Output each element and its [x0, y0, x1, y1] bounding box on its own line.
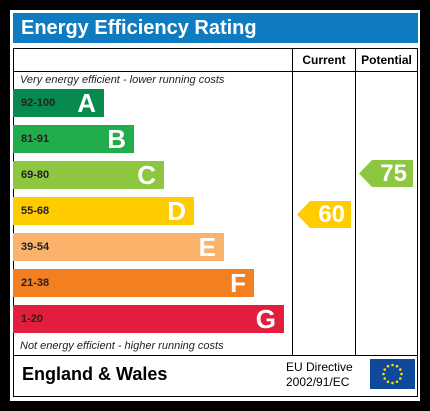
panel-title: Energy Efficiency Rating: [13, 13, 418, 43]
band-f: 21-38 F: [13, 269, 254, 297]
eu-star: [395, 364, 399, 368]
eu-star: [383, 368, 387, 371]
eu-star: [395, 380, 399, 384]
grid-bottom-line: [13, 355, 418, 356]
top-caption: Very energy efficient - lower running co…: [20, 74, 225, 86]
band-range: 39-54: [21, 241, 50, 253]
grid-col-divider-1: [292, 48, 293, 356]
grid-right-edge: [417, 48, 418, 397]
eu-stars-icon: [382, 363, 403, 385]
eu-star: [386, 364, 390, 368]
eu-directive-line1: EU Directive: [286, 360, 353, 374]
current-rating-arrow: 60: [297, 201, 351, 228]
band-letter: G: [255, 304, 276, 334]
band-range: 92-100: [21, 97, 56, 109]
region-label: England & Wales: [22, 364, 168, 384]
eu-star: [398, 377, 402, 380]
band-letter: E: [198, 232, 216, 262]
grid-header-line: [13, 71, 418, 72]
band-range: 81-91: [21, 133, 50, 145]
band-range: 21-38: [21, 277, 50, 289]
eu-directive-line2: 2002/91/EC: [286, 375, 350, 389]
band-letter: C: [137, 160, 156, 190]
grid-outer-bottom: [13, 396, 418, 397]
eu-directive-label: EU Directive 2002/91/EC: [286, 360, 353, 390]
eu-star: [391, 363, 394, 367]
eu-star: [386, 380, 390, 384]
potential-rating-arrow: 75: [359, 160, 413, 187]
band-range: 55-68: [21, 205, 50, 217]
band-b: 81-91 B: [13, 125, 134, 153]
eu-star: [391, 381, 394, 385]
eu-star: [398, 368, 402, 371]
band-letter: A: [77, 88, 96, 118]
eu-flag-icon: [370, 359, 415, 389]
current-column-header: Current: [302, 53, 346, 67]
eu-star: [400, 372, 403, 376]
potential-column-header: Potential: [361, 53, 412, 67]
band-letter: D: [167, 196, 186, 226]
band-letter: B: [107, 124, 126, 154]
grid-top-line: [13, 48, 418, 49]
band-g: 1-20 G: [13, 305, 284, 333]
eu-star: [382, 372, 385, 376]
band-a: 92-100 A: [13, 89, 104, 117]
bottom-caption: Not energy efficient - higher running co…: [20, 340, 224, 352]
grid-col-divider-2: [355, 48, 356, 356]
band-letter: F: [230, 268, 246, 298]
band-c: 69-80 C: [13, 161, 164, 189]
band-e: 39-54 E: [13, 233, 224, 261]
band-range: 1-20: [21, 313, 44, 325]
band-d: 55-68 D: [13, 197, 194, 225]
eu-star: [383, 377, 387, 380]
band-range: 69-80: [21, 169, 50, 181]
